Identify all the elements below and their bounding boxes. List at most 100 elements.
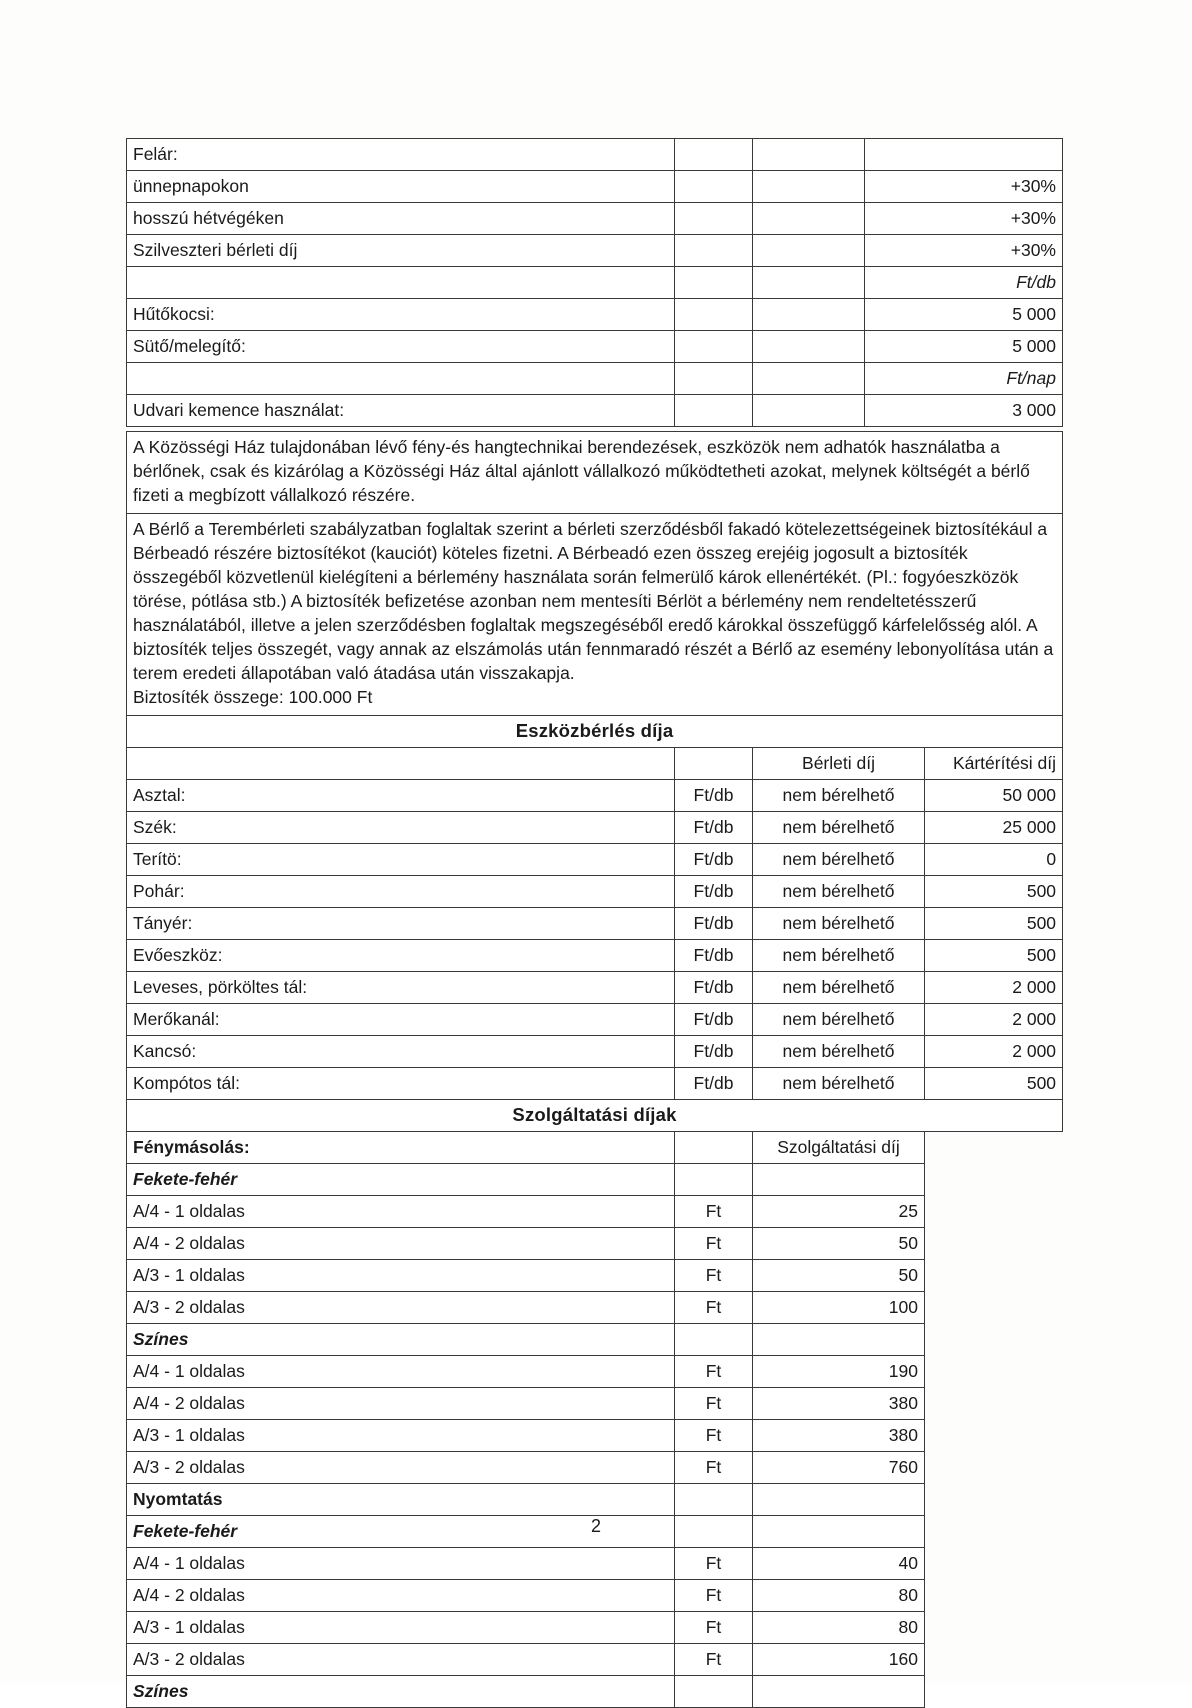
equipment-compensation: 50 000 <box>923 778 1064 812</box>
services-subgroup-row: Színes <box>126 1674 1063 1708</box>
services-subgroup-spacer <box>925 1675 1063 1707</box>
services-group-title: Nyomtatás <box>126 1482 675 1516</box>
equipment-rent: nem bérelhető <box>752 938 925 972</box>
service-spacer <box>925 1419 1063 1451</box>
services-subgroup-title: Fekete-fehér <box>126 1514 675 1548</box>
equipment-label: Kancsó: <box>126 1034 675 1068</box>
services-banner-row: Szolgáltatási díjak <box>125 1098 1064 1132</box>
equipment-section-banner: Eszközbérlés díja <box>125 714 1064 748</box>
surcharge-label: Udvari kemence használat: <box>126 394 675 427</box>
service-label: A/3 - 2 oldalas <box>126 1450 675 1484</box>
table-row: Ft/db <box>126 266 1063 299</box>
service-value: 25 <box>752 1194 925 1228</box>
service-value: 100 <box>752 1290 925 1324</box>
equipment-rent: nem bérelhető <box>752 970 925 1004</box>
service-value: 40 <box>752 1546 925 1580</box>
equipment-compensation: 500 <box>923 1066 1064 1100</box>
surcharge-col3 <box>752 330 865 363</box>
services-subgroup-unit <box>674 1322 753 1356</box>
services-subgroup-row: Fekete-fehér <box>126 1514 1063 1548</box>
deposit-note-text: A Bérlő a Terembérleti szabályzatban fog… <box>133 518 1054 683</box>
service-label: A/4 - 2 oldalas <box>126 1386 675 1420</box>
service-unit: Ft <box>674 1258 753 1292</box>
table-row: A/3 - 1 oldalas Ft 80 <box>126 1610 1063 1644</box>
equipment-banner-row: Eszközbérlés díja <box>125 714 1064 748</box>
service-unit: Ft <box>674 1354 753 1388</box>
service-spacer <box>925 1291 1063 1323</box>
equipment-compensation: 2 000 <box>923 1034 1064 1068</box>
equipment-rent: nem bérelhető <box>752 1002 925 1036</box>
services-subgroup-spacer <box>925 1323 1063 1355</box>
service-spacer <box>925 1259 1063 1291</box>
surcharge-label: Szilveszteri bérleti díj <box>126 234 675 267</box>
service-unit: Ft <box>674 1226 753 1260</box>
services-subgroup-title: Színes <box>126 1674 675 1708</box>
services-subgroup-title: Színes <box>126 1322 675 1356</box>
equipment-label: Merőkanál: <box>126 1002 675 1036</box>
service-unit: Ft <box>674 1418 753 1452</box>
service-spacer <box>925 1355 1063 1387</box>
equipment-label: Pohár: <box>126 874 675 908</box>
service-unit: Ft <box>674 1642 753 1676</box>
service-unit: Ft <box>674 1386 753 1420</box>
surcharge-col3 <box>752 202 865 235</box>
service-unit: Ft <box>674 1610 753 1644</box>
service-spacer <box>925 1227 1063 1259</box>
surcharge-fee-table: Felár: ünnepnapokon +30% hosszú hétvégéken +… <box>126 138 1063 427</box>
service-unit: Ft <box>674 1290 753 1324</box>
surcharge-label: Sütő/melegítő: <box>126 330 675 363</box>
equipment-compensation: 500 <box>923 938 1064 972</box>
equipment-note: A Közösségi Ház tulajdonában lévő fény-é… <box>125 431 1064 514</box>
table-row: Merőkanál: Ft/db nem bérelhető 2 000 <box>126 1002 1064 1036</box>
services-subgroup-title: Fekete-fehér <box>126 1162 675 1196</box>
service-spacer <box>925 1451 1063 1483</box>
equipment-header-rent: Bérleti díj <box>752 746 925 780</box>
equipment-rent: nem bérelhető <box>752 778 925 812</box>
equipment-unit: Ft/db <box>674 842 753 876</box>
equipment-rent: nem bérelhető <box>752 1034 925 1068</box>
service-value: 50 <box>752 1226 925 1260</box>
service-spacer <box>925 1611 1063 1643</box>
table-row: Szilveszteri bérleti díj +30% <box>126 234 1063 267</box>
surcharge-value: +30% <box>864 202 1063 235</box>
service-value: 380 <box>752 1386 925 1420</box>
services-subgroup-value <box>752 1162 925 1196</box>
services-subgroup-unit <box>674 1162 753 1196</box>
services-group-row: Fénymásolás: Szolgáltatási díj <box>126 1130 1063 1164</box>
table-row: A/4 - 2 oldalas Ft 80 <box>126 1578 1063 1612</box>
surcharge-col2 <box>674 394 753 427</box>
notes-and-rates-table: A Közösségi Ház tulajdonában lévő fény-é… <box>125 431 1064 1708</box>
service-label: A/4 - 2 oldalas <box>126 1226 675 1260</box>
equipment-header-unit <box>674 746 753 780</box>
surcharge-col2 <box>674 298 753 331</box>
surcharge-col2 <box>674 330 753 363</box>
table-row: A/4 - 2 oldalas Ft 50 <box>126 1226 1063 1260</box>
surcharge-col2 <box>674 138 753 171</box>
services-group-row: Nyomtatás <box>126 1482 1063 1516</box>
surcharge-col2 <box>674 362 753 395</box>
equipment-rent: nem bérelhető <box>752 842 925 876</box>
equipment-label: Leveses, pörköltes tál: <box>126 970 675 1004</box>
surcharge-col2 <box>674 266 753 299</box>
surcharge-col2 <box>674 202 753 235</box>
equipment-label: Tányér: <box>126 906 675 940</box>
equipment-rent: nem bérelhető <box>752 1066 925 1100</box>
services-subgroup-row: Fekete-fehér <box>126 1162 1063 1196</box>
service-value: 50 <box>752 1258 925 1292</box>
service-label: A/3 - 1 oldalas <box>126 1418 675 1452</box>
table-row: A/3 - 2 oldalas Ft 100 <box>126 1290 1063 1324</box>
surcharge-label <box>126 266 675 299</box>
service-label: A/3 - 2 oldalas <box>126 1290 675 1324</box>
equipment-unit: Ft/db <box>674 938 753 972</box>
service-spacer <box>925 1387 1063 1419</box>
page-number: 2 <box>590 1516 601 1536</box>
equipment-header-row: Bérleti díj Kártérítési díj <box>126 746 1064 780</box>
service-label: A/4 - 1 oldalas <box>126 1194 675 1228</box>
table-row: Evőeszköz: Ft/db nem bérelhető 500 <box>126 938 1064 972</box>
equipment-compensation: 2 000 <box>923 1002 1064 1036</box>
surcharge-label <box>126 362 675 395</box>
equipment-header-label <box>126 746 675 780</box>
table-row: Pohár: Ft/db nem bérelhető 500 <box>126 874 1064 908</box>
surcharge-label: hosszú hétvégéken <box>126 202 675 235</box>
